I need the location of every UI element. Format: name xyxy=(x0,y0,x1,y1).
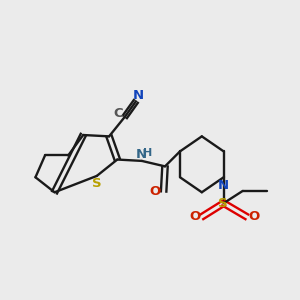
Text: S: S xyxy=(218,197,228,210)
Text: N: N xyxy=(135,148,147,160)
Text: O: O xyxy=(248,210,259,223)
Text: H: H xyxy=(143,148,152,158)
Text: S: S xyxy=(92,177,102,190)
Text: N: N xyxy=(218,179,229,192)
Text: O: O xyxy=(150,185,161,198)
Text: N: N xyxy=(133,89,144,103)
Text: O: O xyxy=(189,210,201,223)
Text: C: C xyxy=(113,107,123,120)
